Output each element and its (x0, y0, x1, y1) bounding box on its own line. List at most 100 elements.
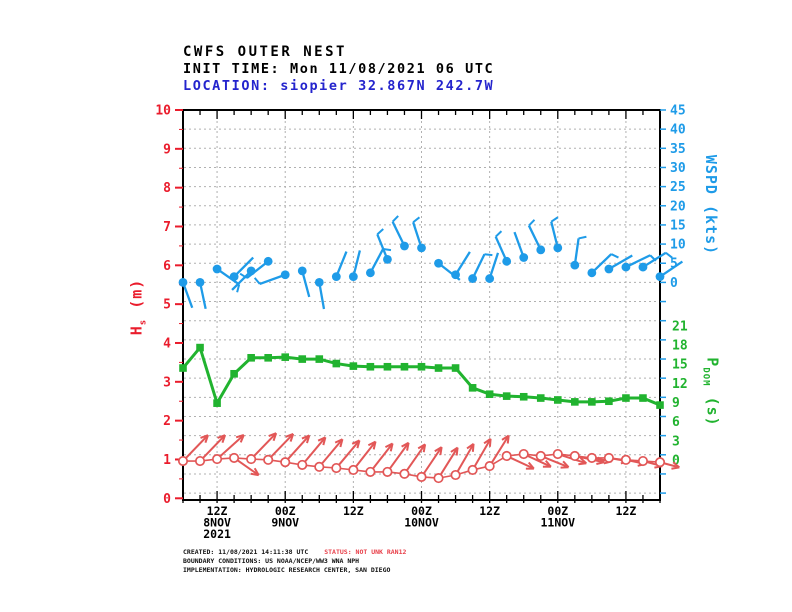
pdom-tick-label: 15 (672, 358, 688, 373)
x-tick-label: 00Z (275, 504, 296, 518)
wspd-point (297, 266, 307, 276)
pdom-point (485, 390, 494, 399)
hs-tick-label: 0 (163, 492, 171, 507)
pdom-point (451, 364, 460, 372)
wspd-tick-label: 5 (670, 257, 678, 272)
hs-point (569, 450, 580, 462)
hs-point (194, 455, 206, 467)
pdom-point (383, 362, 392, 371)
wspd-point (468, 274, 478, 283)
hs-point (348, 464, 359, 476)
pdom-point (605, 397, 613, 406)
pdom-tick-label: 12 (672, 377, 688, 392)
wspd-point (331, 272, 341, 282)
wspd-point (314, 278, 324, 287)
wspd-series (178, 215, 684, 310)
pdom-point (315, 355, 324, 363)
footer-created: CREATED: 11/08/2021 14:11:38 UTC (183, 548, 309, 556)
wspd-tick-label: 0 (670, 276, 678, 291)
hs-point (450, 469, 461, 481)
pdom-point (179, 364, 187, 372)
wspd-tick-label: 25 (670, 180, 686, 195)
hs-tick-label: 2 (163, 414, 171, 429)
pdom-point (366, 362, 375, 371)
pdom-point (571, 398, 579, 406)
wspd-point (434, 258, 443, 268)
pdom-point (264, 354, 272, 362)
pdom-tick-label: 6 (672, 415, 680, 430)
pdom-point (639, 394, 647, 402)
hs-point (654, 457, 666, 468)
hs-tick-label: 7 (163, 220, 171, 235)
x-tick-label: 10NOV (404, 516, 439, 530)
hs-point (297, 459, 308, 470)
pdom-point (332, 359, 341, 368)
wspd-point (638, 262, 648, 272)
x-tick-label: 12Z (479, 504, 500, 518)
pdom-point (247, 354, 255, 362)
hs-tick-label: 5 (163, 298, 171, 313)
init-time: INIT TIME: Mon 11/08/2021 06 UTC (183, 61, 495, 77)
x-tick-label: 00Z (411, 504, 432, 518)
wspd-point (365, 268, 375, 278)
hs-point (229, 452, 240, 463)
hs-series (177, 432, 680, 484)
pdom-point (502, 392, 511, 400)
footer-boundary: BOUNDARY CONDITIONS: US NOAA/NCEP/WW3 WN… (183, 557, 360, 565)
hs-point (586, 452, 597, 463)
wspd-point (212, 264, 222, 274)
pdom-point (434, 364, 443, 372)
wspd-point (417, 243, 426, 253)
x-tick-label: 12Z (616, 504, 637, 518)
footer-status: STATUS: NOT UNK RAN12 (324, 548, 407, 556)
wspd-point (383, 255, 392, 264)
wspd-point (519, 253, 529, 262)
x-tick-label: 8NOV (203, 516, 231, 530)
hs-tick-label: 9 (163, 142, 171, 157)
pdom-series (179, 343, 664, 409)
pdom-point (622, 394, 630, 402)
hs-point (552, 448, 563, 460)
wspd-point (553, 243, 563, 253)
pdom-point (553, 396, 562, 404)
pdom-point (349, 362, 358, 370)
wspd-point (263, 256, 273, 266)
wspd-point (485, 274, 495, 283)
pdom-tick-label: 3 (672, 434, 680, 449)
chart-footer: CREATED: 11/08/2021 14:11:38 UTC STATUS:… (183, 548, 406, 575)
wspd-point (178, 278, 188, 287)
x-tick-label: 12Z (207, 504, 228, 518)
hs-point (280, 457, 291, 468)
x-tick-label: 11NOV (540, 516, 575, 530)
pdom-point (536, 394, 545, 402)
wspd-point (655, 272, 665, 282)
wspd-tick-label: 35 (670, 142, 686, 157)
wspd-point (229, 272, 239, 282)
wspd-tick-label: 15 (670, 218, 686, 233)
x-tick-label: 00Z (547, 504, 568, 518)
wspd-point (502, 256, 512, 266)
pdom-tick-label: 9 (672, 396, 680, 411)
x-tick-label: 9NOV (271, 516, 299, 530)
hs-point (314, 461, 325, 472)
hs-tick-label: 10 (155, 104, 171, 119)
pdom-tick-label: 18 (672, 339, 688, 354)
hs-point (484, 461, 495, 472)
hs-point (382, 466, 393, 477)
chart-title: CWFS OUTER NEST (183, 44, 347, 60)
wspd-point (195, 278, 205, 287)
pdom-point (519, 392, 528, 401)
pdom-point (656, 401, 664, 409)
hs-point (620, 454, 631, 465)
hs-point (637, 455, 649, 467)
wspd-point (587, 268, 597, 278)
wspd-point (570, 260, 580, 270)
pdom-tick-label: 0 (672, 454, 680, 469)
hs-point (331, 462, 342, 474)
hs-point (263, 454, 274, 465)
pdom-point (468, 384, 477, 392)
